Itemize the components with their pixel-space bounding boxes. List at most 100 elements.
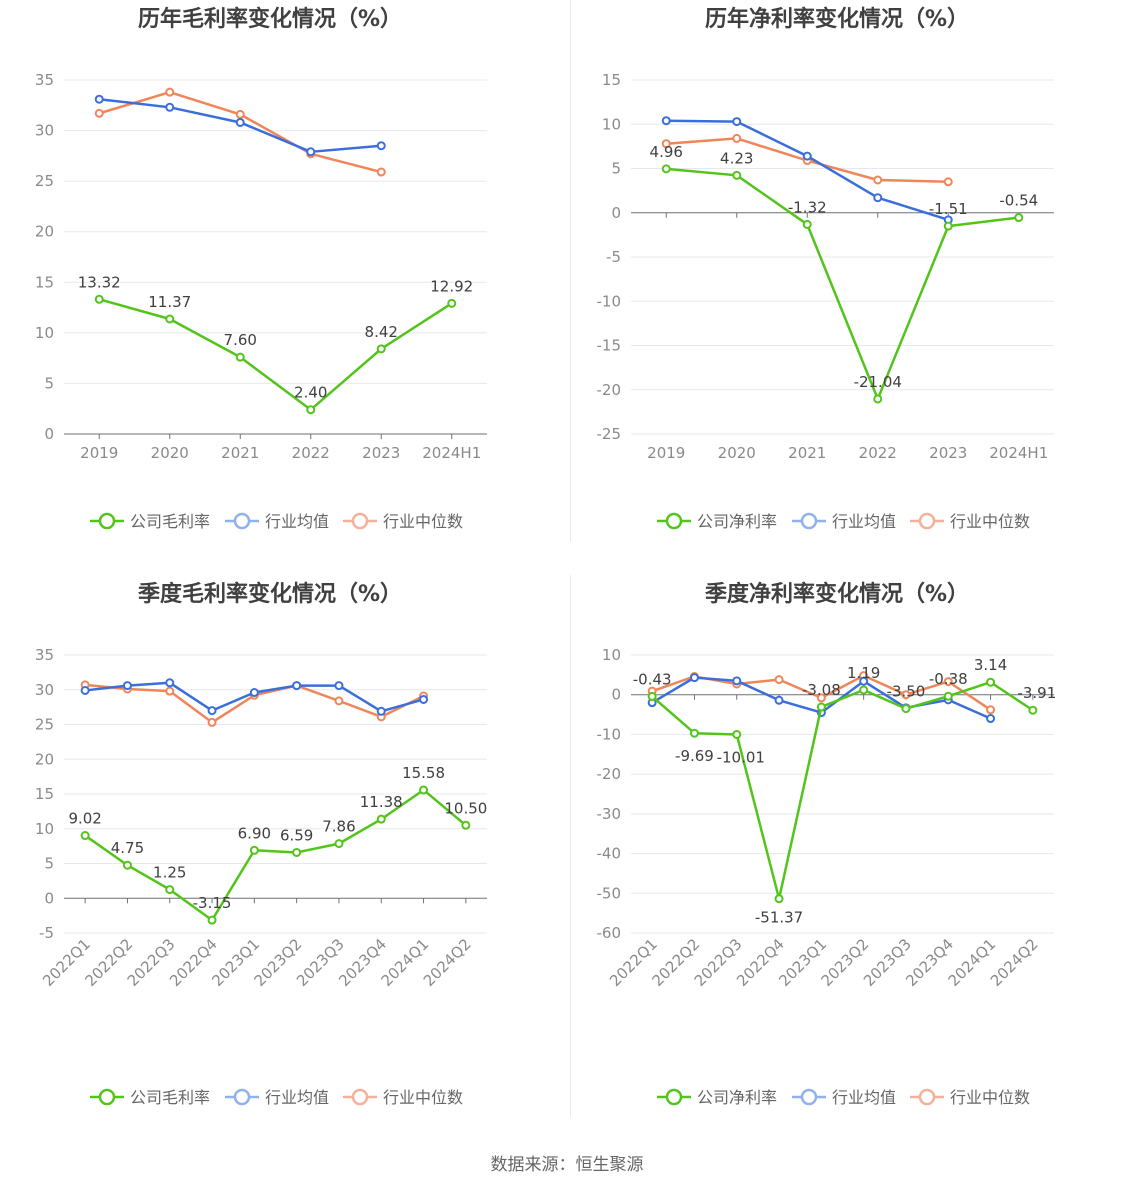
chart-annual-net: 历年净利率变化情况（%） -25 -20 -15 -10 -5 0 5 10 15 2019 2020…	[567, 0, 1134, 560]
chart-quarterly-gross-svg: 季度毛利率变化情况（%）-5051015202530352022Q12022Q2…	[35, 581, 487, 1107]
chart-annual-net-svg: 历年净利率变化情况（%） -25 -20 -15 -10 -5 0 5 10 15 2019 2020…	[597, 6, 1054, 531]
legend-label-avg: 行业均值	[832, 512, 896, 531]
chart-quarterly-gross: 季度毛利率变化情况（%） -5 0 5 10 15 20 25 30 35 2022Q1 2022Q2…	[0, 575, 567, 1135]
data-point-avg	[122, 681, 132, 691]
legend-label-median: 行业中位数	[950, 1088, 1030, 1107]
data-label: 6.59	[280, 826, 313, 844]
data-point-company	[774, 894, 784, 904]
y-tick-label: 0	[611, 204, 621, 222]
data-point-median	[376, 167, 386, 177]
data-point-median	[235, 109, 245, 119]
data-source-note: 数据来源：恒生聚源	[490, 1155, 644, 1175]
data-label: 1.19	[847, 664, 880, 682]
data-point-company	[901, 704, 911, 714]
data-label: -0.54	[999, 192, 1038, 210]
data-point-company	[1014, 213, 1024, 223]
legend-marker-avg	[800, 1088, 818, 1106]
data-point-median	[943, 677, 953, 687]
y-tick-label: 5	[611, 160, 621, 178]
data-point-avg	[165, 102, 175, 112]
chart-title: 历年净利率变化情况（%）	[705, 6, 969, 32]
data-point-median	[986, 705, 996, 715]
x-tick-label: 2024H1	[989, 444, 1048, 462]
chart-annual-gross-svg: 历年毛利率变化情况（%） 0 5 10 15 20 25 30 35 2019 2020 2021 20…	[35, 6, 487, 531]
y-tick-label: -20	[597, 381, 622, 399]
x-tick-label: 2021	[221, 444, 259, 462]
y-tick-label: -10	[597, 725, 622, 743]
data-point-company	[986, 677, 996, 687]
data-point-avg	[986, 714, 996, 724]
data-point-company	[94, 294, 104, 304]
data-point-avg	[802, 151, 812, 161]
legend-label-avg: 行业均值	[265, 1088, 329, 1107]
data-point-company	[802, 219, 812, 229]
data-point-company	[661, 164, 671, 174]
series-line-company	[666, 167, 1019, 401]
y-tick-label: 5	[44, 855, 54, 873]
data-point-avg	[774, 695, 784, 705]
data-point-company	[165, 885, 175, 895]
data-label: 8.42	[365, 323, 398, 341]
data-label: -3.91	[1017, 684, 1056, 702]
x-tick-label: 2020	[718, 444, 756, 462]
data-label: 9.02	[68, 810, 101, 828]
y-tick-label: 35	[35, 71, 54, 89]
data-point-company	[376, 814, 386, 824]
series-line-company	[651, 680, 1034, 900]
legend-label-median: 行业中位数	[383, 1088, 463, 1107]
legend-label-avg: 行业均值	[265, 512, 329, 531]
data-point-company	[816, 702, 826, 712]
data-point-avg	[165, 678, 175, 688]
data-point-median	[774, 675, 784, 685]
y-tick-label: 10	[35, 820, 54, 838]
x-tick-label: 2021	[788, 444, 826, 462]
data-point-avg	[80, 685, 90, 695]
data-label: -3.50	[887, 683, 926, 701]
y-tick-label: -25	[597, 425, 622, 443]
y-tick-label: 25	[35, 172, 54, 190]
legend-label-company: 公司净利率	[697, 512, 777, 531]
series-line-company	[98, 298, 453, 411]
y-tick-label: -5	[606, 248, 621, 266]
vertical-divider-bottom	[570, 575, 571, 1117]
y-tick-label: 20	[35, 750, 54, 768]
data-label: 4.23	[720, 149, 753, 167]
data-label: 15.58	[402, 764, 445, 782]
data-label: 7.86	[322, 818, 355, 836]
y-tick-label: 5	[44, 374, 54, 392]
data-point-avg	[419, 694, 429, 704]
data-point-company	[461, 820, 471, 830]
data-label: 11.37	[148, 293, 191, 311]
chart-quarterly-net-svg: 季度净利率变化情况（%）-60-50-40-30-20-100102022Q12…	[597, 581, 1057, 1107]
data-point-avg	[235, 117, 245, 127]
chart-quarterly-net: 季度净利率变化情况（%） -60 -50 -40 -30 -20 -10 0 10 2022Q1 2…	[567, 575, 1134, 1135]
data-label: 3.14	[974, 656, 1007, 674]
data-point-company	[376, 344, 386, 354]
data-point-avg	[873, 193, 883, 203]
y-tick-label: -10	[597, 292, 622, 310]
y-tick-label: 15	[35, 785, 54, 803]
y-tick-label: -5	[39, 924, 54, 942]
y-tick-label: 20	[35, 223, 54, 241]
legend-marker-avg	[233, 512, 251, 530]
x-tick-label: 2022	[292, 444, 330, 462]
data-point-avg	[334, 681, 344, 691]
data-point-avg	[732, 676, 742, 686]
y-tick-label: 10	[602, 115, 621, 133]
legend-marker-avg	[800, 512, 818, 530]
y-tick-label: 25	[35, 716, 54, 734]
y-tick-label: 30	[35, 681, 54, 699]
data-point-company	[207, 915, 217, 925]
y-tick-label: 10	[35, 324, 54, 342]
x-tick-label: 2023	[929, 444, 967, 462]
data-label: 12.92	[430, 277, 473, 295]
legend-label-company: 公司毛利率	[130, 1088, 210, 1107]
x-tick-label: 2024H1	[422, 444, 481, 462]
y-tick-label: -60	[597, 924, 622, 942]
data-label: 11.38	[360, 793, 403, 811]
data-label: -21.04	[854, 373, 902, 391]
data-point-company	[732, 170, 742, 180]
data-point-company	[235, 352, 245, 362]
chart-title: 季度毛利率变化情况（%）	[138, 581, 402, 607]
data-point-avg	[306, 147, 316, 157]
